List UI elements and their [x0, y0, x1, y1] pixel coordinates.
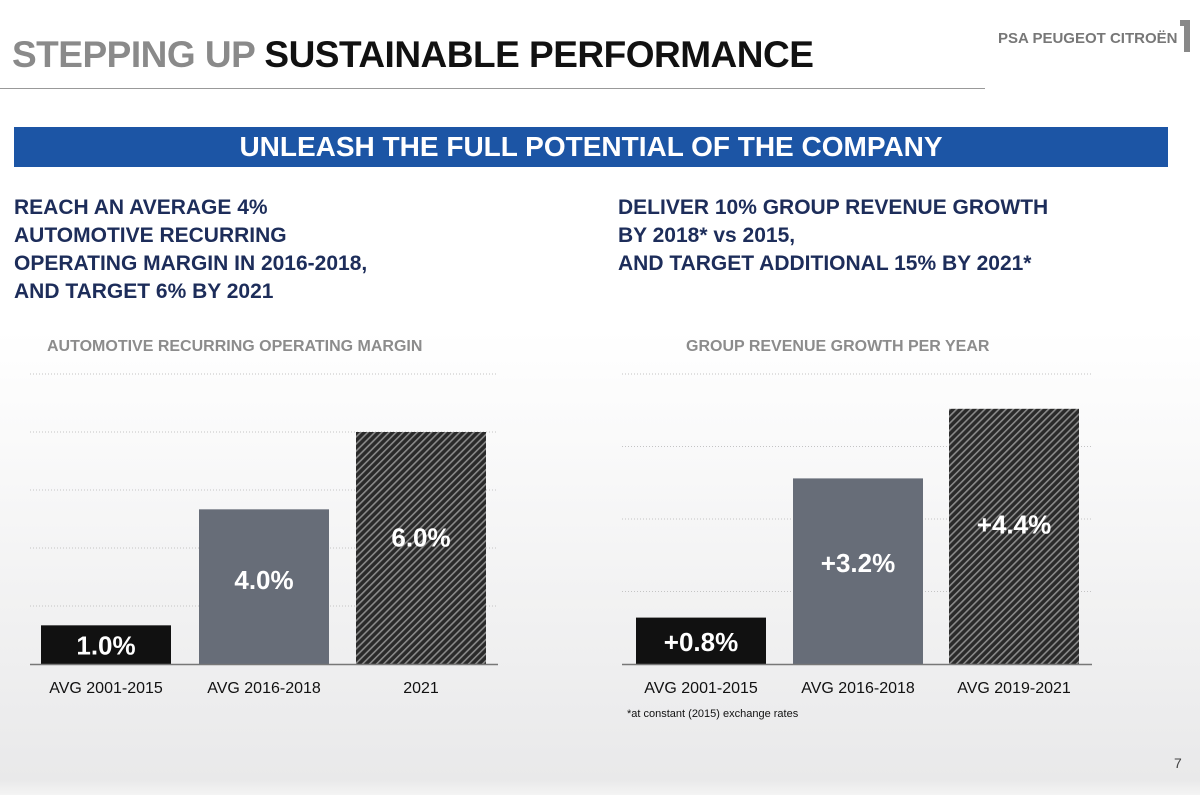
- right-goal-line: AND TARGET ADDITIONAL 15% BY 2021*: [618, 252, 1032, 275]
- bar: [949, 408, 1079, 664]
- left-goal: REACH AN AVERAGE 4% AUTOMOTIVE RECURRING O…: [14, 194, 367, 306]
- category-label: AVG 2019-2021: [957, 680, 1071, 697]
- page-title: STEPPING UP SUSTAINABLE PERFORMANCE: [12, 34, 814, 76]
- data-label: 6.0%: [391, 522, 450, 552]
- category-label: 2021: [403, 680, 439, 697]
- right-goal-line: BY 2018* vs 2015,: [618, 224, 796, 247]
- chart-title-revenue: GROUP REVENUE GROWTH PER YEAR: [686, 338, 990, 355]
- logo-mark-icon: [1180, 20, 1190, 52]
- title-part1: STEPPING UP: [12, 34, 255, 75]
- data-label: +4.4%: [977, 510, 1051, 540]
- category-label: AVG 2001-2015: [49, 680, 163, 697]
- data-label: +0.8%: [664, 627, 738, 657]
- left-goal-line: AUTOMOTIVE RECURRING: [14, 224, 287, 247]
- bar: [41, 625, 171, 664]
- right-goal-line: DELIVER 10% GROUP REVENUE GROWTH: [618, 196, 1049, 219]
- left-goal-line: AND TARGET 6% BY 2021: [14, 280, 274, 303]
- left-goal-line: OPERATING MARGIN IN 2016-2018,: [14, 252, 368, 275]
- bar: [199, 509, 329, 664]
- title-part2: SUSTAINABLE PERFORMANCE: [264, 34, 814, 75]
- company-logo: PSA PEUGEOT CITROËN: [998, 30, 1178, 47]
- chart-title-margin: AUTOMOTIVE RECURRING OPERATING MARGIN: [47, 338, 423, 355]
- data-label: +3.2%: [821, 548, 895, 578]
- bar: [356, 432, 486, 664]
- bar: [793, 478, 923, 664]
- data-label: 1.0%: [76, 631, 135, 661]
- category-label: AVG 2016-2018: [801, 680, 915, 697]
- footnote: *at constant (2015) exchange rates: [627, 708, 799, 720]
- right-goal: DELIVER 10% GROUP REVENUE GROWTH BY 2018*…: [618, 194, 1048, 278]
- bar: [636, 617, 766, 664]
- left-goal-line: REACH AN AVERAGE 4%: [14, 196, 268, 219]
- category-label: AVG 2001-2015: [644, 680, 758, 697]
- category-label: AVG 2016-2018: [207, 680, 321, 697]
- page-number: 7: [1174, 755, 1182, 771]
- banner: UNLEASH THE FULL POTENTIAL OF THE COMPAN…: [14, 127, 1168, 167]
- data-label: 4.0%: [234, 565, 293, 595]
- title-divider: [0, 88, 985, 89]
